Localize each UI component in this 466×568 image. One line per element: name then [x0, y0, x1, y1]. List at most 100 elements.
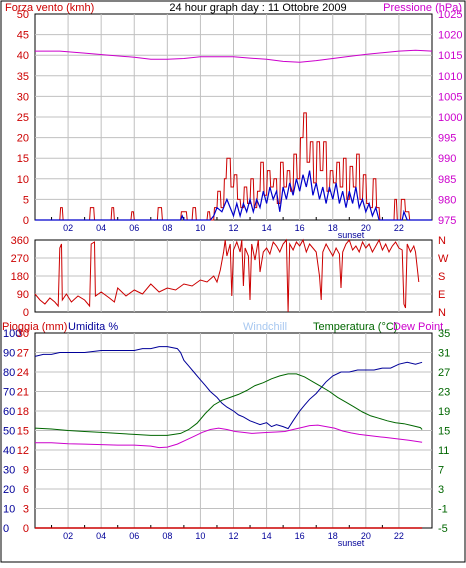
y-tick-label-humidity: 80	[3, 367, 15, 379]
y-tick-label-rain: 6	[23, 484, 29, 496]
y-tick-label-pressure: 1000	[438, 112, 462, 124]
y-tick-label-wind: 50	[17, 9, 29, 21]
y-tick-label-wind: 15	[17, 153, 29, 165]
y-tick-label-rain: 0	[23, 523, 29, 535]
y-tick-label-temperature: 31	[438, 348, 450, 360]
y-tick-label-pressure: 975	[438, 215, 456, 227]
y-tick-label-direction: 270	[11, 253, 29, 265]
y-tick-label-rain: 15	[17, 426, 29, 438]
y-tick-label-wind: 20	[17, 133, 29, 145]
sunset-label-top: sunset	[338, 230, 365, 240]
y-tick-label-pressure: 990	[438, 153, 456, 165]
x-tick-label-bottom: 14	[262, 531, 272, 541]
y-tick-label-rain: 9	[23, 465, 29, 477]
x-tick-label-top: 22	[394, 223, 404, 233]
wind-speed-axis-title: Forza vento (kmh)	[5, 2, 94, 14]
y-tick-label-wind: 40	[17, 50, 29, 62]
y-tick-label-wind: 30	[17, 91, 29, 103]
y-tick-label-humidity: 70	[3, 387, 15, 399]
temperature-axis-title: Temperatura (°C)	[313, 321, 397, 333]
y-tick-label-rain: 24	[17, 367, 29, 379]
y-tick-label-wind: 5	[23, 194, 29, 206]
y-tick-label-humidity: 40	[3, 445, 15, 457]
y-tick-label-pressure: 1010	[438, 71, 462, 83]
x-tick-label-top: 14	[262, 223, 272, 233]
y-tick-label-pressure: 980	[438, 194, 456, 206]
y-tick-label-direction: 90	[17, 289, 29, 301]
x-tick-label-top: 12	[228, 223, 238, 233]
y-tick-label-pressure: 1020	[438, 30, 462, 42]
y-tick-label-rain: 30	[17, 328, 29, 340]
x-tick-label-bottom: 18	[328, 531, 338, 541]
y-tick-label-wind: 10	[17, 174, 29, 186]
y-tick-label-temperature: 23	[438, 387, 450, 399]
x-tick-label-bottom: 06	[129, 531, 139, 541]
y-tick-label-compass: E	[438, 289, 445, 301]
y-tick-label-temperature: 35	[438, 328, 450, 340]
x-tick-label-bottom: 22	[394, 531, 404, 541]
x-tick-label-bottom: 08	[162, 531, 172, 541]
y-tick-label-rain: 12	[17, 445, 29, 457]
y-tick-label-direction: 180	[11, 271, 29, 283]
x-tick-label-bottom: 02	[63, 531, 73, 541]
y-tick-label-rain: 3	[23, 504, 29, 516]
y-tick-label-pressure: 985	[438, 174, 456, 186]
y-tick-label-wind: 35	[17, 71, 29, 83]
wind-gust-line	[35, 170, 432, 221]
y-tick-label-wind: 25	[17, 112, 29, 124]
dewpoint-line	[35, 424, 423, 449]
dewpoint-axis-title: Dew Point	[393, 321, 443, 333]
x-tick-label-top: 04	[96, 223, 106, 233]
y-tick-label-rain: 27	[17, 348, 29, 360]
x-tick-label-top: 06	[129, 223, 139, 233]
y-tick-label-temperature: 7	[438, 465, 444, 477]
y-tick-label-temperature: -5	[438, 523, 448, 535]
wind-direction-line	[34, 238, 420, 313]
y-tick-label-temperature: 19	[438, 406, 450, 418]
rain-axis-title: Pioggia (mm)	[2, 321, 67, 333]
y-tick-label-compass: W	[438, 253, 449, 265]
y-tick-label-direction: 0	[23, 307, 29, 319]
x-tick-label-bottom: 04	[96, 531, 106, 541]
y-tick-label-compass: N	[438, 307, 446, 319]
y-tick-label-rain: 18	[17, 406, 29, 418]
x-tick-label-bottom: 10	[195, 531, 205, 541]
humidity-axis-title: Umidita %	[68, 321, 118, 333]
x-tick-label-top: 18	[328, 223, 338, 233]
windchill-axis-title: Windchill	[243, 321, 287, 333]
y-tick-label-temperature: 15	[438, 426, 450, 438]
y-tick-label-humidity: 60	[3, 406, 15, 418]
y-tick-label-temperature: 11	[438, 445, 449, 457]
y-tick-label-humidity: 30	[3, 465, 15, 477]
y-tick-label-temperature: 3	[438, 484, 444, 496]
y-tick-label-compass: S	[438, 271, 445, 283]
x-tick-label-top: 02	[63, 223, 73, 233]
y-tick-label-rain: 21	[17, 387, 29, 399]
y-tick-label-humidity: 10	[3, 504, 15, 516]
y-tick-label-pressure: 1015	[438, 50, 462, 62]
y-tick-label-pressure: 995	[438, 133, 456, 145]
y-tick-label-temperature: 27	[438, 367, 450, 379]
pressure-axis-title: Pressione (hPa)	[383, 2, 462, 14]
y-tick-label-humidity: 90	[3, 348, 15, 360]
y-tick-label-humidity: 50	[3, 426, 15, 438]
temperature-line	[34, 373, 423, 436]
x-tick-label-bottom: 20	[361, 531, 371, 541]
sunset-label-bottom: sunset	[338, 538, 365, 548]
y-tick-label-pressure: 1005	[438, 91, 462, 103]
humidity-line	[34, 346, 423, 430]
y-tick-label-humidity: 20	[3, 484, 15, 496]
y-tick-label-pressure: 1025	[438, 9, 462, 21]
y-tick-label-humidity: 100	[3, 328, 21, 340]
y-tick-label-direction: 360	[11, 235, 29, 247]
x-tick-label-top: 10	[195, 223, 205, 233]
y-tick-label-wind: 45	[17, 30, 29, 42]
y-tick-label-temperature: -1	[438, 504, 448, 516]
y-tick-label-wind: 0	[23, 215, 29, 227]
x-tick-label-top: 20	[361, 223, 371, 233]
x-tick-label-top: 08	[162, 223, 172, 233]
y-tick-label-compass: N	[438, 235, 446, 247]
x-tick-label-bottom: 12	[228, 531, 238, 541]
